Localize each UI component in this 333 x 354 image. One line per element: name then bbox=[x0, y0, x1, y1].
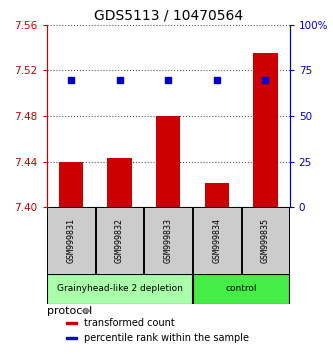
Text: control: control bbox=[225, 284, 257, 293]
Text: GSM999834: GSM999834 bbox=[212, 218, 221, 263]
Bar bbox=[47, 207, 95, 274]
Text: Grainyhead-like 2 depletion: Grainyhead-like 2 depletion bbox=[57, 284, 182, 293]
Bar bbox=[66, 322, 77, 324]
Bar bbox=[193, 274, 289, 303]
Text: percentile rank within the sample: percentile rank within the sample bbox=[84, 333, 249, 343]
Text: GSM999835: GSM999835 bbox=[261, 218, 270, 263]
Bar bbox=[66, 337, 77, 339]
Bar bbox=[156, 116, 180, 207]
Title: GDS5113 / 10470564: GDS5113 / 10470564 bbox=[94, 8, 243, 22]
Bar bbox=[47, 274, 192, 303]
Text: GSM999832: GSM999832 bbox=[115, 218, 124, 263]
Bar bbox=[253, 53, 278, 207]
Bar bbox=[204, 183, 229, 207]
Text: transformed count: transformed count bbox=[84, 318, 175, 328]
Bar bbox=[107, 158, 132, 207]
Bar bbox=[59, 162, 83, 207]
Bar bbox=[96, 207, 144, 274]
Bar bbox=[241, 207, 289, 274]
Text: protocol: protocol bbox=[47, 306, 92, 316]
Bar bbox=[193, 207, 241, 274]
Text: GSM999831: GSM999831 bbox=[66, 218, 76, 263]
Text: GSM999833: GSM999833 bbox=[164, 218, 173, 263]
Bar bbox=[144, 207, 192, 274]
